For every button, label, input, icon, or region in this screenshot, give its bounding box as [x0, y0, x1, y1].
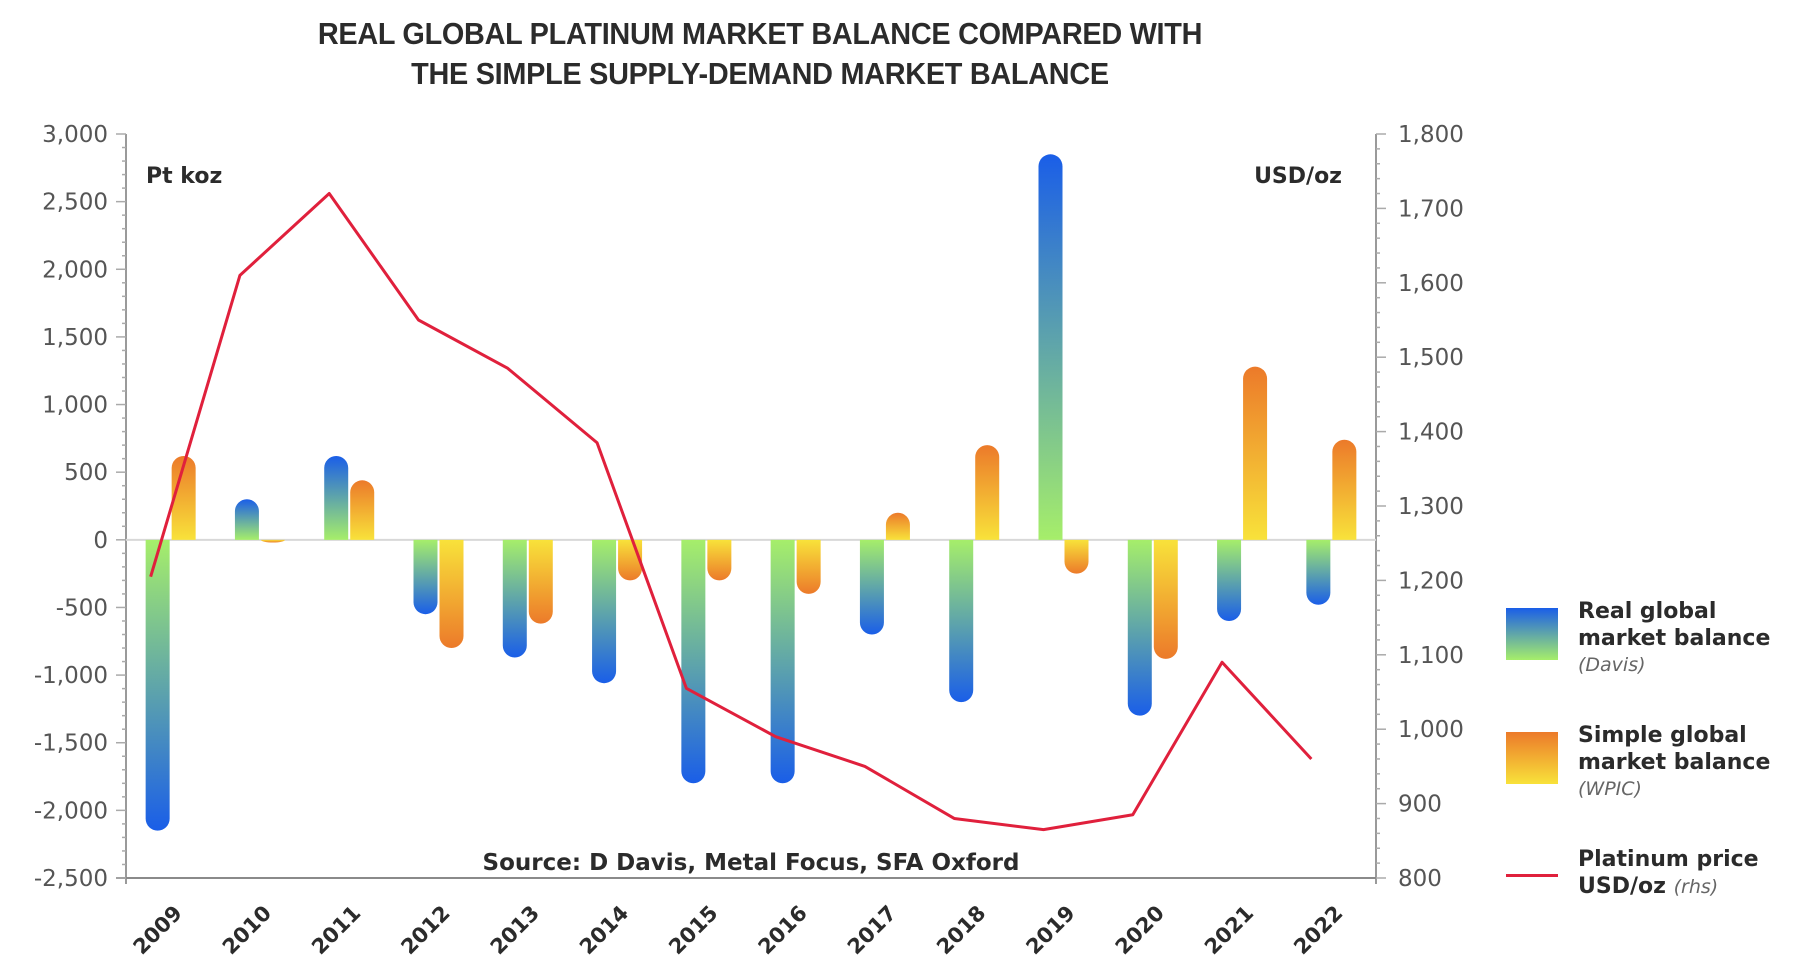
bar-davis	[949, 539, 974, 703]
left-tick-label: 1,500	[42, 325, 108, 351]
bar-davis	[592, 539, 617, 684]
left-tick-label: 2,500	[42, 190, 108, 216]
right-tick-label: 1,600	[1398, 271, 1464, 297]
bar-davis	[1306, 539, 1331, 605]
bar-wpic	[528, 539, 553, 624]
bar-wpic	[1243, 366, 1268, 540]
legend-wpic-line2: market balance	[1578, 750, 1771, 775]
legend-swatch-davis	[1506, 608, 1558, 660]
left-tick-label: -2,500	[34, 866, 108, 892]
bar-davis	[1217, 539, 1242, 621]
right-tick-label: 900	[1398, 792, 1442, 818]
legend-davis-line2: market balance	[1578, 626, 1771, 651]
legend-price-line1: Platinum price	[1578, 847, 1759, 872]
bar-wpic	[1153, 539, 1178, 659]
legend-swatch-wpic	[1506, 732, 1558, 784]
bar-davis	[681, 539, 706, 784]
left-tick-label: -1,000	[34, 663, 108, 689]
legend-wpic-line1: Simple global	[1578, 723, 1747, 748]
x-tick-label: 2019	[1021, 901, 1079, 959]
bar-wpic	[707, 539, 732, 581]
bar-wpic	[1332, 439, 1357, 540]
left-tick-label: -2,000	[34, 798, 108, 824]
x-tick-label: 2010	[218, 901, 276, 959]
right-tick-label: 1,200	[1398, 568, 1464, 594]
legend-price-sub: (rhs)	[1673, 876, 1719, 898]
bar-davis	[859, 539, 884, 635]
bars-group	[145, 154, 1357, 831]
right-tick-label: 1,500	[1398, 345, 1464, 371]
right-tick-label: 1,400	[1398, 420, 1464, 446]
bar-davis	[324, 455, 349, 540]
legend-davis-line1: Real global	[1578, 599, 1717, 624]
axes-group: -2,500 -2,000 -1,500 -1,000 -500 0 500 1,000 1,5…	[34, 122, 1464, 959]
bar-wpic	[975, 445, 1000, 540]
legend-wpic-sub: (WPIC)	[1578, 778, 1642, 800]
right-tick-label: 1,000	[1398, 717, 1464, 743]
bar-wpic	[350, 480, 375, 540]
bar-davis	[413, 539, 438, 615]
x-tick-label: 2020	[1111, 901, 1169, 959]
price-line	[149, 192, 1313, 832]
x-tick-label: 2011	[307, 901, 365, 959]
bar-davis	[770, 539, 795, 784]
source-note: Source: D Davis, Metal Focus, SFA Oxford	[483, 850, 1020, 876]
x-tick-label: 2016	[754, 901, 812, 959]
left-tick-label: -1,500	[34, 731, 108, 757]
left-tick-label: 2,000	[42, 257, 108, 283]
bar-davis	[1127, 539, 1152, 716]
left-tick-label: 3,000	[42, 122, 108, 148]
x-tick-label: 2015	[664, 901, 722, 959]
legend-swatch-price	[1506, 874, 1558, 877]
left-tick-label: 1,000	[42, 393, 108, 419]
bar-wpic	[796, 539, 821, 594]
chart-title-line-2: THE SIMPLE SUPPLY-DEMAND MARKET BALANCE	[411, 56, 1109, 91]
right-tick-label: 1,300	[1398, 494, 1464, 520]
x-tick-label: 2017	[843, 901, 901, 959]
left-tick-label: 500	[64, 460, 108, 486]
legend-price-line2: USD/oz	[1578, 874, 1666, 899]
x-tick-label: 2012	[396, 901, 454, 959]
left-tick-label: -500	[56, 595, 108, 621]
bar-wpic	[171, 455, 196, 540]
bar-wpic	[439, 539, 464, 649]
right-axis-unit-label: USD/oz	[1254, 164, 1342, 189]
bar-davis	[1038, 154, 1063, 540]
right-tick-label: 1,700	[1398, 196, 1464, 222]
right-tick-label: 1,800	[1398, 122, 1464, 148]
bar-davis	[145, 539, 170, 831]
x-tick-label: 2021	[1200, 901, 1258, 959]
x-tick-label: 2018	[932, 901, 990, 959]
bar-davis	[502, 539, 527, 658]
legend-davis-sub: (Davis)	[1578, 654, 1646, 676]
left-tick-label: 0	[93, 528, 108, 554]
x-tick-label: 2013	[486, 901, 544, 959]
right-tick-label: 800	[1398, 866, 1442, 892]
x-tick-label: 2014	[575, 901, 633, 959]
chart-title-line-1: REAL GLOBAL PLATINUM MARKET BALANCE COMP…	[317, 16, 1203, 51]
x-tick-label: 2022	[1289, 901, 1347, 959]
bar-wpic	[260, 539, 285, 543]
right-tick-label: 1,100	[1398, 643, 1464, 669]
bar-wpic	[1064, 539, 1089, 574]
bar-wpic	[885, 512, 910, 540]
x-tick-label: 2009	[129, 901, 187, 959]
left-axis-unit-label: Pt koz	[146, 164, 222, 189]
bar-davis	[234, 499, 259, 540]
chart-title: REAL GLOBAL PLATINUM MARKET BALANCE COMP…	[53, 14, 1467, 94]
price-line-group	[149, 192, 1313, 832]
